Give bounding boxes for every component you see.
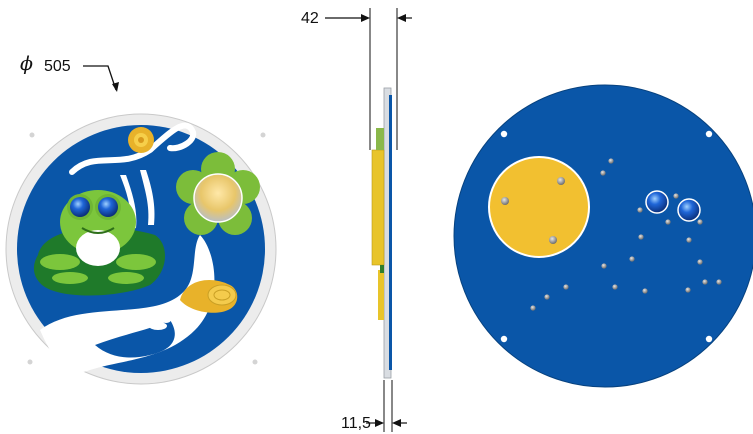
rim-hole xyxy=(260,132,266,138)
bolt-heads xyxy=(530,158,722,311)
relief-part xyxy=(378,270,384,320)
plate-bolt xyxy=(501,197,509,205)
plate-bolt xyxy=(549,236,557,244)
frog-icon xyxy=(40,190,156,284)
white-reed xyxy=(140,170,155,225)
rim-hole xyxy=(705,130,713,138)
thickness-panel-dimension: 11,5 xyxy=(341,415,407,432)
eye-ball-back xyxy=(645,190,669,214)
eye-ball xyxy=(98,197,118,217)
plate-bolt xyxy=(557,177,565,185)
rim-hole xyxy=(252,359,258,365)
rim-hole xyxy=(500,130,508,138)
panel-back xyxy=(389,95,392,370)
back-plate xyxy=(488,156,590,258)
thickness-total-label: 42 xyxy=(301,10,319,27)
rim-hole xyxy=(27,359,33,365)
front-view xyxy=(5,113,277,385)
flower-icon xyxy=(176,152,260,235)
sun-icon xyxy=(128,127,154,153)
diameter-label: 505 xyxy=(44,58,71,75)
rim-hole xyxy=(705,335,713,343)
relief-part xyxy=(380,265,384,273)
thickness-panel-label: 11,5 xyxy=(341,415,371,432)
diameter-dimension: ϕ 505 xyxy=(20,53,119,92)
eye-ball xyxy=(70,197,90,217)
white-stream xyxy=(69,122,197,175)
thickness-total-dimension: 42 xyxy=(301,10,412,27)
side-view xyxy=(369,8,398,432)
relief-part xyxy=(376,128,384,150)
rim-hole xyxy=(500,335,508,343)
back-view xyxy=(453,84,753,388)
relief-part xyxy=(371,149,385,266)
diameter-symbol: ϕ xyxy=(20,53,33,75)
flower-mirror xyxy=(193,173,243,223)
bee-icon xyxy=(146,308,171,330)
eye-ball-back xyxy=(677,198,701,222)
snail-icon xyxy=(180,280,238,313)
diameter-arrow xyxy=(112,82,119,92)
rim-hole xyxy=(29,132,35,138)
diameter-leader xyxy=(83,65,117,91)
